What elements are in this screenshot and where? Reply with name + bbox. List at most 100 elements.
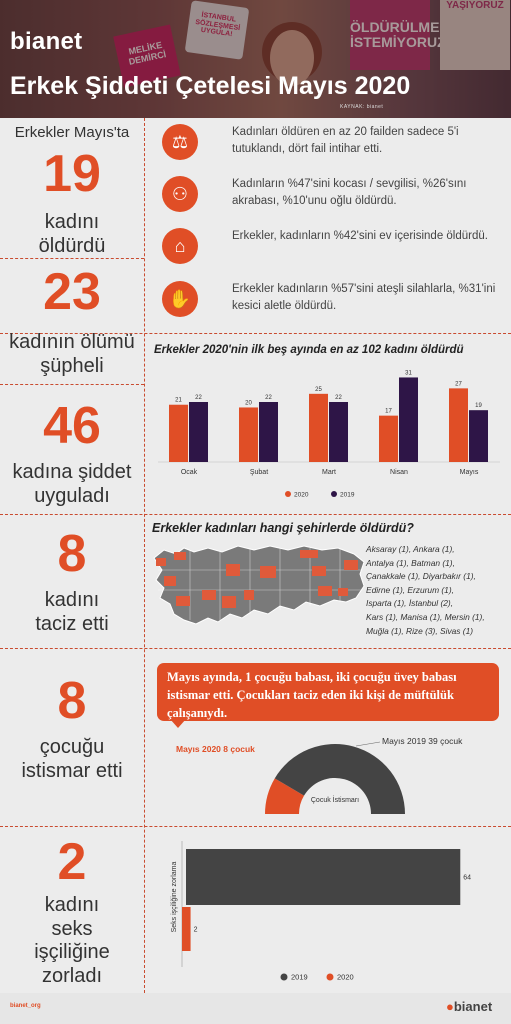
bar-2020 [169, 404, 188, 462]
stat-label: kadını seks işçiliğine zorladı [34, 894, 110, 987]
bar-2020 [449, 388, 468, 462]
data-label: 22 [265, 395, 272, 401]
gauge-segment-2020 [265, 778, 305, 814]
fact-text: Kadınları öldüren en az 20 failden sadec… [232, 126, 459, 155]
map-city [176, 596, 190, 606]
protest-sign: ÖLDÜRÜLMEK İSTEMİYORUZ [350, 0, 450, 70]
data-label: 25 [315, 387, 322, 393]
header-overlay [0, 0, 511, 118]
chart-title: Erkekler 2020'nin ilk beş ayında en az 1… [154, 344, 464, 356]
stat-sex-work: 2 kadını seks işçiliğine zorladı [0, 836, 144, 988]
x-tick-label: Ocak [181, 469, 198, 476]
data-label: 19 [475, 403, 482, 409]
section-divider [0, 514, 511, 515]
stat-number: 8 [57, 672, 87, 730]
gauge-label-2020: Mayıs 2020 8 çocuk [176, 744, 255, 754]
footer: bianet_org ●bianet [0, 993, 511, 1024]
footer-logo: ●bianet [446, 999, 492, 1014]
map-city [312, 566, 326, 576]
section-divider [0, 648, 511, 649]
house-icon: ⌂ [162, 228, 198, 264]
gauge-center-label: Çocuk İstismarı [311, 795, 359, 804]
gauge-segment-2019 [274, 744, 405, 814]
bar-2019 [259, 402, 278, 462]
protester-face [270, 30, 314, 86]
map-city [344, 560, 358, 570]
gauge-label-2019: Mayıs 2019 39 çocuk [382, 736, 463, 746]
hands-icon: ✋ [162, 281, 198, 317]
logo-dot-icon: ● [446, 999, 454, 1014]
child-abuse-gauge: Mayıs 2020 8 çocuk Mayıs 2019 39 çocuk Çoc… [176, 736, 463, 814]
city-line: Muğla (1), Rize (3), Sivas (1) [366, 625, 474, 636]
stat-prefix: Erkekler Mayıs'ta [14, 124, 130, 141]
page-title: Erkek Şiddeti Çetelesi Mayıs 2020 [10, 72, 411, 100]
scales-icon: ⚖ [162, 124, 198, 160]
fact-text: Kadınların %47'sini kocası / sevgilisi, … [232, 178, 467, 207]
bar-2020 [239, 407, 258, 462]
stat-number: 8 [57, 525, 87, 583]
data-label: 20 [245, 400, 252, 406]
map-city [244, 590, 254, 600]
sex-work-bar-chart: Seks işçiliğine zorlama 64 2 2019 2020 [171, 841, 471, 982]
legend-marker [280, 973, 288, 981]
fact-row: ✋ Erkekler kadınların %57'sini ateşli si… [162, 281, 502, 321]
city-line: Kars (1), Manisa (1), Mersin (1), [366, 612, 485, 623]
section-divider [0, 258, 144, 259]
bar-2020 [379, 415, 398, 462]
people-icon: ⚇ [162, 176, 198, 212]
stat-harassment: 8 kadını taciz etti [0, 528, 144, 636]
bar-2019 [189, 402, 208, 462]
city-line: Antalya (1), Batman (1), [366, 557, 455, 568]
section-divider [144, 118, 145, 993]
bar-2019 [186, 849, 461, 905]
stat-label: çocuğu istismar etti [21, 736, 123, 782]
map-title: Erkekler kadınları hangi şehirlerde öldü… [152, 521, 414, 535]
legend-label: 2019 [291, 973, 308, 982]
stat-child-abuse: 8 çocuğu istismar etti [0, 675, 144, 783]
data-label: 64 [463, 875, 471, 882]
stat-label: kadına şiddet uyguladı [12, 461, 132, 507]
section-divider [0, 333, 511, 334]
map-city [260, 566, 276, 578]
brand-name: bianet [10, 28, 83, 55]
monthly-bar-chart: 21 22 Ocak 20 22 Şubat 25 22 Mart 17 31 Nisan 27 19 Ma… [158, 370, 500, 499]
legend-marker [331, 491, 337, 497]
city-line: Aksaray (1), Ankara (1), [366, 544, 455, 554]
stat-number: 19 [43, 145, 101, 203]
social-handle[interactable]: bianet_org [10, 1003, 41, 1009]
stat-label: kadını öldürdü [38, 211, 106, 257]
map-city [318, 586, 332, 596]
header-banner: İSTANBUL SÖZLEŞMESİ UYGULA! MELİKE DEMİR… [0, 0, 511, 118]
fact-row: ⚇ Kadınların %47'sini kocası / sevgilisi… [162, 176, 502, 216]
map-city [164, 576, 176, 586]
stat-killed: Erkekler Mayıs'ta 19 kadını öldürdü [0, 124, 144, 258]
data-label: 22 [335, 395, 342, 401]
bar-2020 [309, 393, 328, 462]
legend-marker [326, 973, 334, 981]
fact-row: ⌂ Erkekler, kadınların %42'sini ev içeri… [162, 228, 502, 268]
map-city [222, 596, 236, 608]
fact-text: Erkekler kadınların %57'sini ateşli sila… [232, 283, 496, 312]
map-city [156, 558, 166, 566]
data-label: 31 [405, 370, 412, 376]
legend-label: 2020 [294, 492, 309, 499]
x-tick-label: Nisan [390, 469, 408, 476]
footer-logo-text: bianet [453, 999, 493, 1014]
stat-number: 23 [43, 263, 101, 321]
data-label: 17 [385, 409, 392, 415]
stat-suspicious: 23 kadının ölümü şüpheli [0, 266, 144, 378]
turkey-map [153, 545, 365, 625]
map-city [226, 564, 240, 576]
map-city [174, 552, 186, 560]
data-label: 22 [195, 395, 202, 401]
fact-row: ⚖ Kadınları öldüren en az 20 failden sad… [162, 124, 502, 164]
city-list: Aksaray (1), Ankara (1), Antalya (1), Ba… [366, 543, 511, 638]
section-divider [0, 826, 511, 827]
x-tick-label: Mart [322, 469, 336, 476]
protest-sign: YAŞIYORUZ [440, 0, 510, 70]
stat-number: 2 [57, 833, 87, 891]
stat-number: 46 [43, 397, 101, 455]
x-tick-label: Şubat [250, 469, 268, 476]
map-city [202, 590, 216, 600]
map-city [300, 550, 318, 558]
